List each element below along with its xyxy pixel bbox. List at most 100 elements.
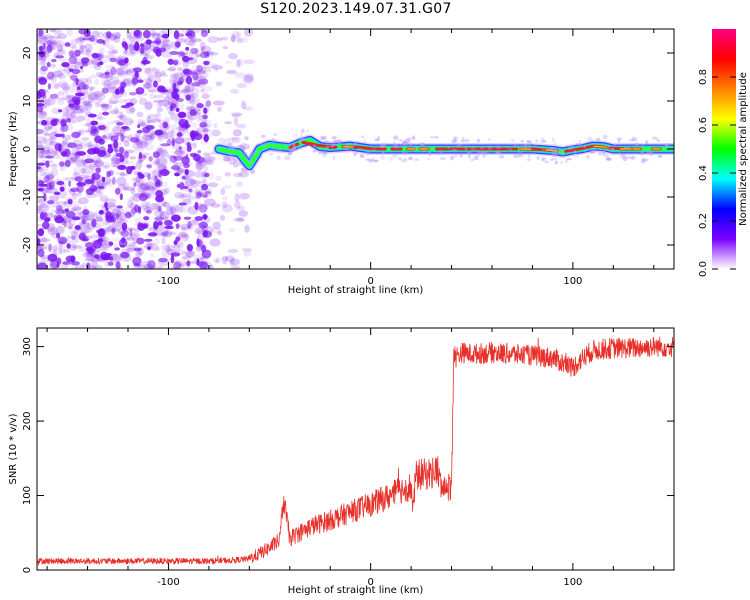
noise-blob: [51, 40, 58, 47]
noise-blob: [46, 149, 59, 154]
noise-blob: [117, 141, 122, 146]
noise-blob-strong: [90, 120, 99, 126]
noise-blob: [176, 51, 188, 56]
noise-blob: [170, 128, 176, 136]
noise-blob: [115, 214, 124, 224]
noise-blob: [215, 175, 222, 182]
noise-blob: [191, 182, 199, 188]
noise-blob: [127, 242, 137, 247]
noise-blob: [119, 111, 124, 121]
ridge-speckle: [480, 150, 486, 155]
noise-blob: [169, 77, 179, 86]
noise-blob: [111, 157, 121, 165]
noise-blob: [79, 222, 91, 227]
ridge-speckle: [618, 151, 621, 154]
noise-blob: [144, 135, 154, 144]
noise-blob: [217, 37, 223, 42]
noise-blob: [73, 165, 81, 175]
ridge-speckle: [487, 138, 492, 141]
noise-blob-strong: [162, 121, 169, 129]
ridge-speckle: [456, 144, 463, 147]
noise-blob-strong: [68, 180, 72, 187]
noise-blob: [211, 227, 222, 234]
noise-blob-strong: [184, 168, 189, 176]
noise-blob-strong: [74, 176, 84, 182]
noise-blob: [72, 192, 79, 198]
noise-blob-strong: [138, 193, 148, 201]
ridge-speckle: [641, 158, 646, 164]
noise-blob: [242, 36, 249, 43]
noise-blob: [147, 89, 160, 93]
noise-blob-strong: [133, 71, 140, 79]
noise-blob: [64, 134, 72, 141]
noise-blob-strong: [178, 76, 184, 85]
ridge-speckle: [551, 157, 558, 161]
noise-blob-strong: [134, 71, 139, 78]
noise-blob: [149, 132, 156, 140]
noise-blob: [197, 229, 202, 235]
noise-blob-strong: [183, 186, 189, 190]
noise-blob: [230, 35, 236, 43]
noise-blob-strong: [64, 159, 71, 168]
noise-blob: [230, 33, 236, 43]
noise-blob: [224, 172, 231, 177]
noise-blob: [44, 132, 51, 137]
noise-blob: [149, 253, 154, 258]
noise-blob-strong: [37, 76, 45, 82]
noise-blob-strong: [183, 216, 192, 220]
noise-blob: [99, 195, 109, 203]
noise-blob: [49, 35, 62, 39]
noise-blob: [201, 85, 213, 92]
ridge-speckle: [549, 148, 553, 151]
noise-blob-strong: [38, 180, 45, 185]
noise-blob: [58, 80, 68, 88]
noise-blob: [210, 203, 221, 208]
noise-blob: [202, 152, 211, 157]
noise-blob: [123, 50, 133, 57]
ridge-speckle: [403, 158, 407, 162]
noise-blob: [188, 195, 197, 200]
noise-blob: [188, 114, 198, 121]
noise-blob-strong: [46, 182, 53, 191]
noise-blob-strong: [91, 172, 101, 181]
noise-blob-strong: [67, 142, 77, 149]
noise-blob: [137, 118, 144, 126]
noise-blob-strong: [107, 261, 114, 266]
ridge-speckle: [552, 137, 555, 143]
ridge-speckle: [428, 151, 432, 156]
noise-blob-strong: [74, 225, 81, 230]
noise-blob: [37, 197, 49, 205]
ridge-speckle: [228, 145, 234, 150]
noise-blob-strong: [132, 67, 143, 73]
noise-blob-strong: [164, 225, 174, 230]
noise-blob: [87, 140, 93, 147]
noise-blob: [53, 29, 61, 35]
colorbar-tick-label: 0.8: [698, 69, 709, 85]
noise-blob-strong: [160, 169, 170, 177]
noise-blob: [181, 127, 189, 134]
noise-blob: [172, 244, 181, 249]
noise-blob-strong: [133, 182, 137, 188]
noise-blob: [201, 66, 207, 75]
noise-blob: [80, 45, 87, 49]
noise-blob: [196, 70, 209, 80]
noise-blob: [64, 123, 74, 131]
noise-blob-strong: [37, 103, 45, 107]
noise-blob: [66, 94, 75, 99]
ridge-speckle: [237, 161, 242, 167]
ridge-speckle: [391, 153, 398, 158]
ridge-speckle: [544, 160, 549, 164]
noise-blob: [186, 105, 192, 111]
noise-blob: [62, 111, 69, 117]
noise-blob: [188, 51, 201, 60]
noise-blob: [160, 231, 167, 237]
noise-blob: [188, 97, 201, 106]
ridge-speckle: [373, 159, 379, 163]
noise-blob-strong: [43, 217, 51, 223]
noise-blob-strong: [129, 228, 133, 237]
ridge-speckle: [451, 139, 457, 144]
noise-blob-strong: [142, 126, 151, 134]
noise-blob: [204, 198, 216, 206]
noise-blob-strong: [202, 214, 208, 219]
noise-blob: [37, 38, 48, 46]
